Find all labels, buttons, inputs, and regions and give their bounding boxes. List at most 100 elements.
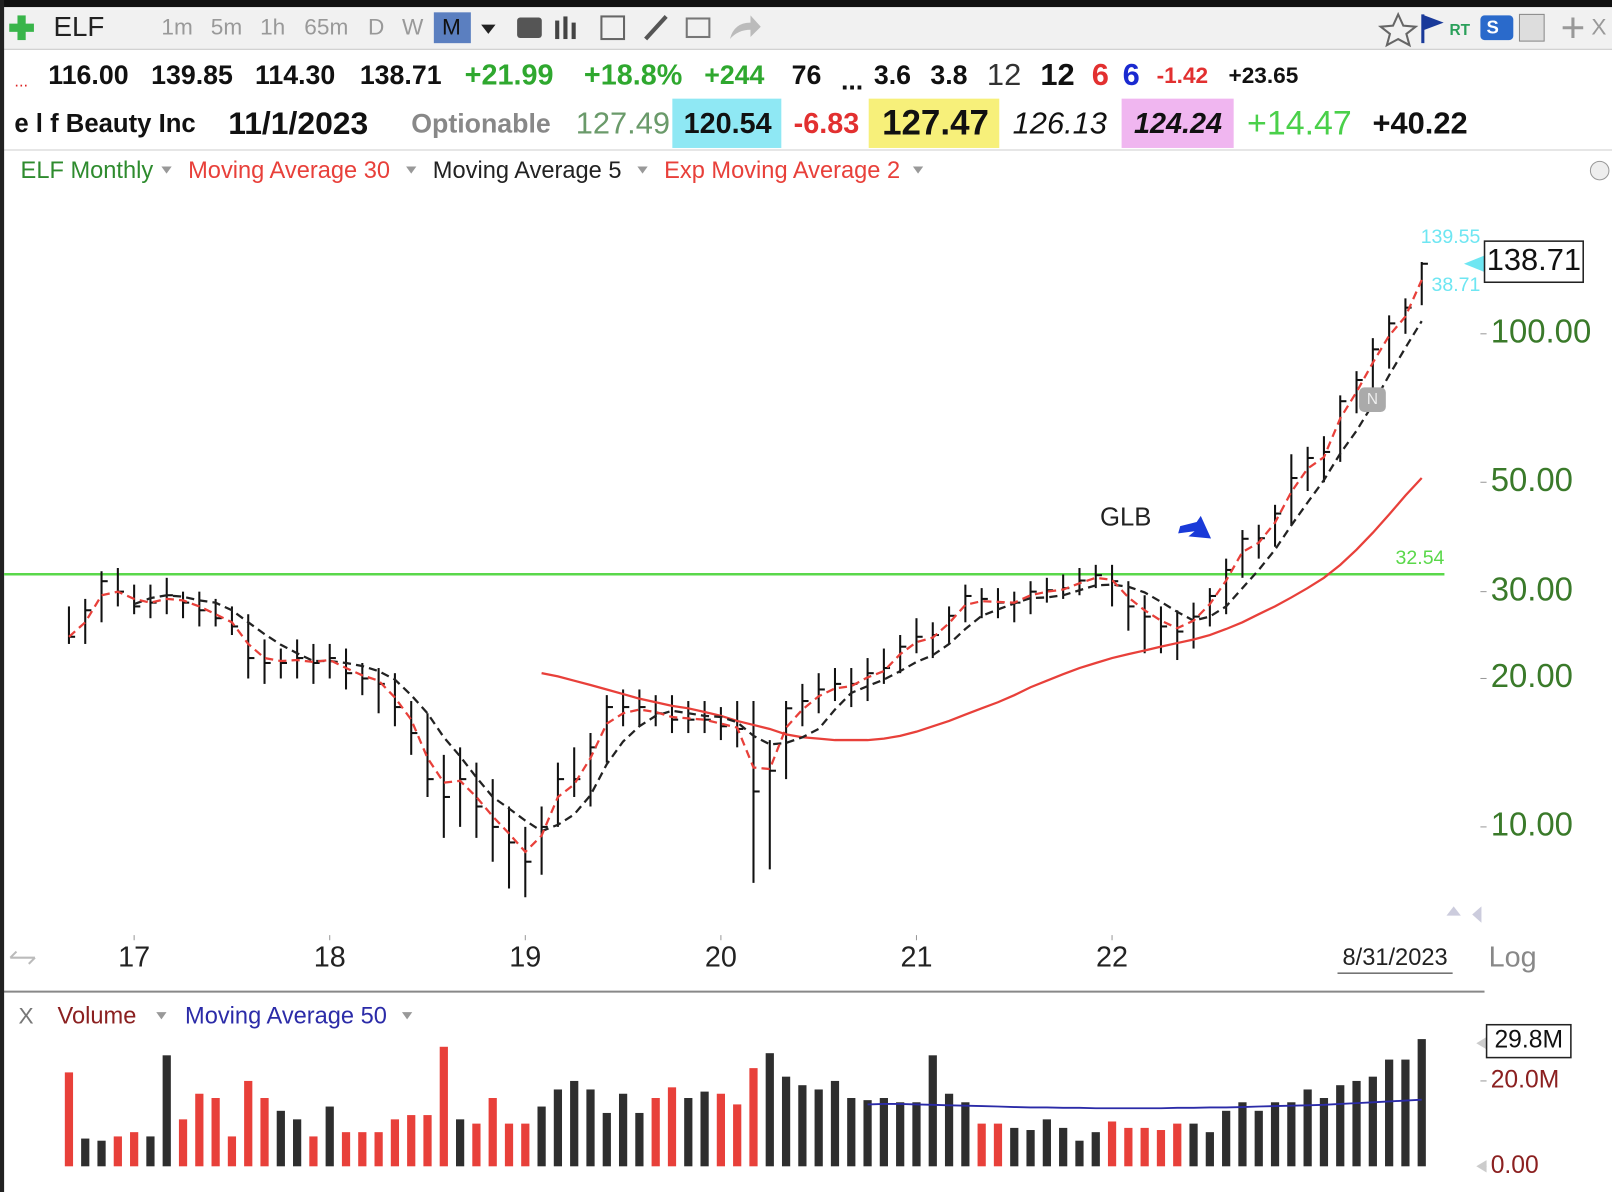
volume-bar	[830, 1080, 840, 1167]
dropdown[interactable]	[401, 1012, 413, 1020]
y-tick-label: 10.00	[1491, 806, 1573, 843]
rt-label[interactable]: RT	[1450, 22, 1471, 39]
volume-bar	[847, 1098, 856, 1167]
quote-field: -6.83	[794, 108, 860, 140]
interval-button[interactable]: W	[402, 15, 424, 40]
share-icon[interactable]	[729, 15, 761, 40]
dropdown[interactable]	[161, 166, 172, 174]
volume-bar	[863, 1100, 872, 1167]
volume-bar	[162, 1055, 171, 1167]
volume-bar	[1173, 1123, 1182, 1167]
dropdown[interactable]	[406, 166, 417, 174]
last-price-box	[1483, 240, 1584, 284]
volume-bar	[1287, 1102, 1296, 1167]
badge	[1359, 387, 1386, 413]
volume-bar	[961, 1102, 970, 1167]
volume-bar	[472, 1123, 481, 1167]
volume-bar	[798, 1085, 807, 1167]
volume-bar	[178, 1119, 188, 1167]
y-tick-label: 30.00	[1491, 570, 1573, 607]
quote-field: 139.85	[151, 60, 233, 90]
icon[interactable]	[517, 17, 542, 39]
quote-field: +14.47	[1247, 104, 1352, 142]
volume-bar	[227, 1136, 237, 1167]
bar-icon[interactable]	[555, 16, 576, 40]
quote-field: e l f Beauty Inc	[14, 110, 195, 138]
interval-button[interactable]: 5m	[211, 15, 242, 40]
scale-label[interactable]: Log	[1489, 941, 1537, 973]
quote-field: 6	[1092, 57, 1109, 92]
x-tick-label: 22	[1096, 941, 1128, 973]
legend-item[interactable]: Volume	[58, 1004, 137, 1030]
level-label: 32.54	[1396, 547, 1445, 569]
interval-button[interactable]: M	[442, 15, 461, 40]
quote-field: 120.54	[684, 108, 772, 140]
last-volume-box	[1485, 1023, 1572, 1059]
scroll-up[interactable]	[1446, 906, 1461, 916]
volume-bar	[1417, 1039, 1426, 1167]
volume-bar	[1368, 1076, 1377, 1167]
volume-bar	[1075, 1140, 1084, 1167]
last-volume: 29.8M	[1494, 1027, 1563, 1054]
quote-field: +40.22	[1372, 106, 1467, 141]
volume-bar	[814, 1089, 823, 1167]
interval-button[interactable]: 65m	[304, 15, 348, 40]
interval-button[interactable]: 1m	[161, 15, 192, 40]
volume-bar	[733, 1104, 742, 1167]
close-button[interactable]: X	[1591, 15, 1606, 40]
dropdown[interactable]	[912, 166, 924, 174]
add-icon[interactable]	[9, 15, 34, 41]
volume-bar	[1385, 1059, 1394, 1167]
legend-item[interactable]: Moving Average 5	[433, 158, 622, 184]
flag-icon[interactable]	[1421, 14, 1444, 44]
s-label[interactable]: S	[1487, 17, 1499, 38]
volume-bar	[879, 1098, 888, 1167]
scroll-icon[interactable]	[9, 950, 36, 965]
quote-field: Optionable	[411, 108, 551, 138]
star-icon[interactable]	[1377, 11, 1419, 48]
pen-icon[interactable]	[644, 15, 668, 41]
volume-bar	[928, 1055, 937, 1167]
save-icon[interactable]	[1518, 13, 1545, 42]
settings-icon[interactable]	[1589, 160, 1610, 181]
volume-bar	[977, 1123, 986, 1167]
x-tick-label: 20	[705, 941, 737, 973]
quote-field: 127.47	[882, 104, 989, 143]
last-volume-pointer	[1476, 1037, 1487, 1050]
grid-icon[interactable]	[600, 15, 626, 41]
volume-bar	[211, 1098, 220, 1167]
quote-field: 76	[792, 60, 822, 90]
legend-item[interactable]: Moving Average 30	[188, 158, 390, 184]
volume-bar	[358, 1132, 367, 1167]
move-icon[interactable]	[1562, 17, 1584, 39]
volume-bar	[1205, 1132, 1214, 1167]
quote-field: 124.24	[1134, 108, 1222, 140]
volume-average-line	[867, 1098, 1422, 1110]
interval-button[interactable]: 1h	[260, 15, 285, 40]
close-pane[interactable]: X	[19, 1003, 34, 1028]
volume-bar	[602, 1112, 611, 1167]
symbol[interactable]: ELF	[53, 11, 104, 42]
s-icon[interactable]	[1480, 15, 1514, 41]
volume-bar	[439, 1046, 448, 1167]
dropdown[interactable]	[637, 166, 648, 174]
legend-item[interactable]: Moving Average 50	[185, 1004, 387, 1030]
volume-bar	[586, 1089, 595, 1167]
scroll-left[interactable]	[1472, 906, 1482, 923]
legend-item[interactable]: ELF Monthly	[21, 158, 154, 184]
volume-bar	[1156, 1130, 1166, 1167]
volume-bar	[1189, 1123, 1198, 1167]
dropdown[interactable]	[156, 1012, 167, 1020]
interval-button[interactable]: D	[368, 15, 384, 40]
y-tick-label: 100.00	[1491, 313, 1592, 350]
dropdown[interactable]	[481, 24, 496, 34]
note-icon[interactable]	[685, 17, 711, 39]
y-tick-label: 50.00	[1491, 461, 1573, 498]
volume-bar	[309, 1136, 318, 1167]
volume-bar	[276, 1110, 285, 1167]
volume-bar	[749, 1068, 758, 1167]
volume-bar	[146, 1136, 155, 1167]
legend-item[interactable]: Exp Moving Average 2	[664, 158, 900, 184]
